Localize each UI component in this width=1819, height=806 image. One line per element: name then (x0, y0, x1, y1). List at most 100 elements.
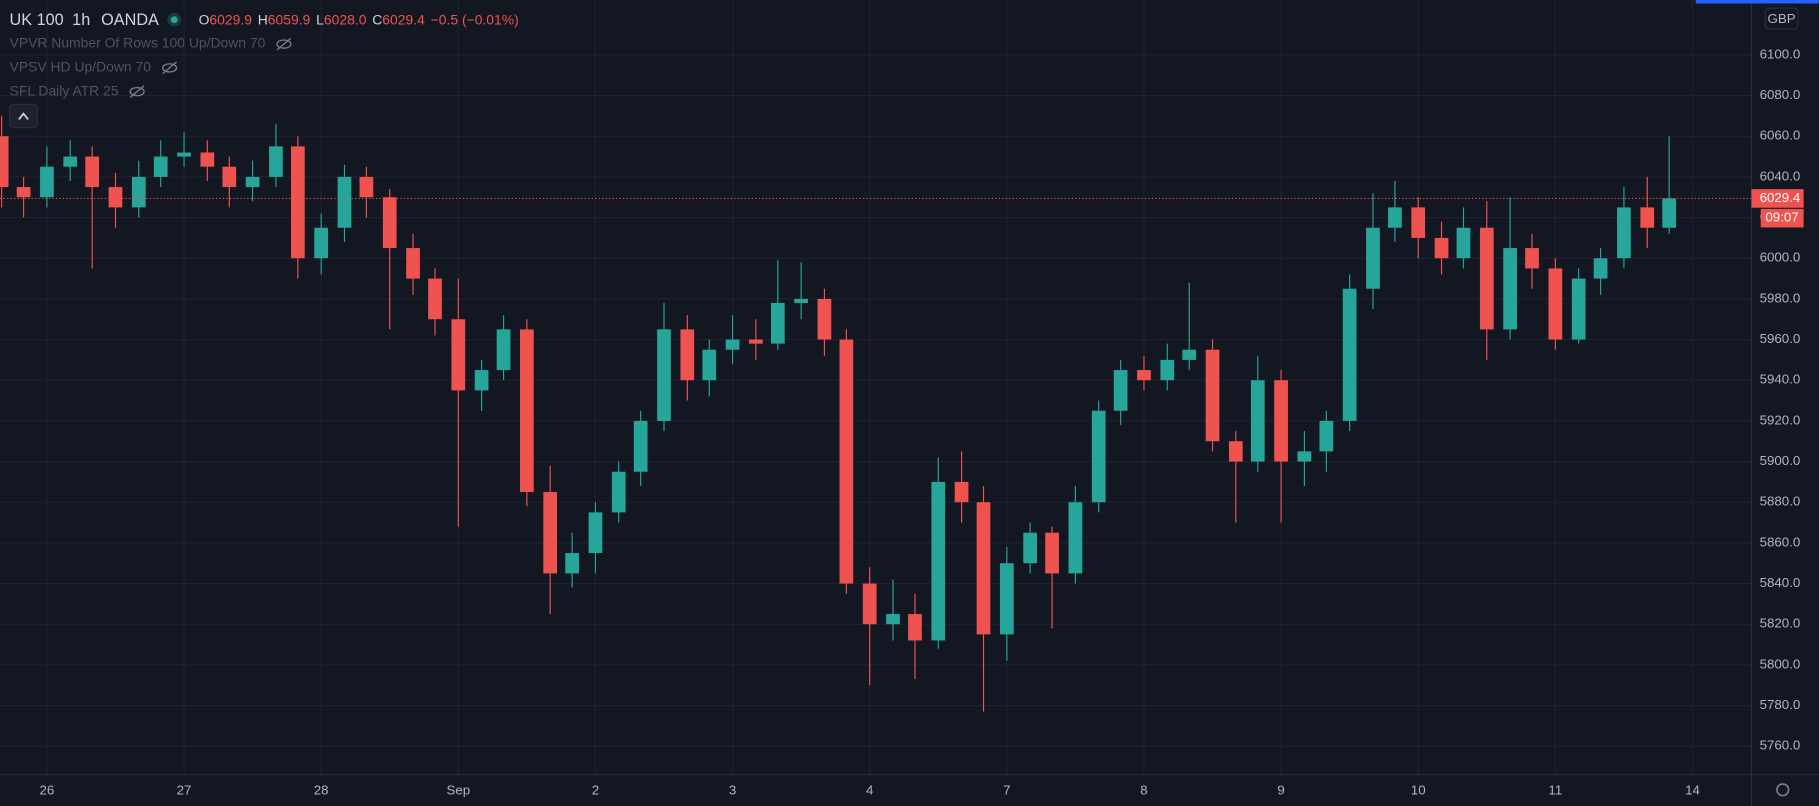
x-tick-label: 4 (866, 782, 874, 797)
candle-body (1137, 370, 1151, 381)
candle-body (496, 329, 511, 371)
candle-body (40, 166, 54, 198)
candle-body (657, 329, 671, 421)
ohlc-prefix: O (199, 12, 210, 28)
candle-body (680, 329, 695, 381)
candle-body (543, 492, 558, 574)
settings-icon[interactable] (1776, 783, 1790, 797)
y-tick-label: 5800.0 (1760, 656, 1801, 671)
x-tick-label: 26 (39, 782, 54, 797)
ohlc-prefix: H (258, 12, 268, 28)
candle-body (886, 614, 900, 625)
exchange: OANDA (101, 11, 159, 29)
ohlc-value: 6029.4 (382, 12, 425, 28)
candle-body (976, 502, 991, 635)
ohlc-change: −0.5 (−0.01%) (431, 12, 519, 28)
currency: GBP (1768, 11, 1796, 26)
x-tick-label: 10 (1411, 782, 1426, 797)
candle-body (1319, 420, 1334, 452)
candle-body (794, 298, 808, 303)
top-indicator-bar (1695, 0, 1819, 4)
x-tick-label: 7 (1003, 782, 1010, 797)
ohlc-value: 6028.0 (324, 12, 367, 28)
ohlc-value: 6059.9 (268, 12, 311, 28)
ohlc-prefix: C (372, 12, 382, 28)
candle-body (222, 166, 237, 188)
x-tick-label: 9 (1277, 782, 1284, 797)
y-tick-label: 5760.0 (1760, 738, 1801, 753)
x-tick-label: 2 (592, 782, 599, 797)
candle-body (749, 339, 763, 344)
candle-body (1548, 268, 1563, 340)
candle-body (565, 553, 579, 574)
candle-body (1434, 237, 1449, 259)
candle-body (1456, 227, 1471, 259)
candle-body (725, 339, 740, 350)
candle-body (108, 187, 123, 208)
ohlc-legend: O 6029.9 H 6059.9 L 6028.0 C 6029.4 −0.5 (−0.01%… (199, 12, 519, 28)
candle-body (839, 339, 854, 584)
candle-body (702, 349, 717, 381)
visibility-slash (276, 37, 292, 51)
collapse-icon (18, 112, 29, 120)
candle-body (359, 176, 374, 198)
candle-body (428, 278, 442, 320)
candle-body (291, 146, 305, 259)
candle-body (63, 156, 78, 167)
candle-body (1160, 359, 1175, 381)
candle-body (1571, 278, 1586, 340)
y-tick-label: 6040.0 (1760, 168, 1801, 183)
candles (0, 115, 1752, 712)
candle-body (1045, 532, 1059, 574)
candle-body (1662, 198, 1677, 228)
x-tick-label: 28 (314, 782, 329, 797)
candle-body (200, 152, 215, 167)
y-tick-label: 6100.0 (1760, 46, 1801, 61)
candle-body (1113, 370, 1128, 411)
candle-body (1411, 207, 1426, 238)
axes: 5760.0 5780.0 5800.0 5820.0 5840.0 5860.0 5880… (39, 46, 1804, 797)
y-tick-label: 6060.0 (1760, 128, 1801, 143)
collapse-button[interactable] (8, 103, 38, 129)
candle-body (177, 152, 191, 157)
y-tick-label: 5780.0 (1760, 697, 1801, 712)
candle-body (1274, 380, 1288, 462)
grid (0, 0, 1752, 775)
indicator-label: VPVR Number Of Rows 100 Up/Down 70 (10, 35, 266, 51)
candle-body (999, 563, 1014, 635)
y-tick-label: 5980.0 (1760, 290, 1801, 305)
visibility-slash (129, 85, 145, 98)
candle-body (1593, 258, 1608, 279)
candle-body (588, 512, 603, 554)
visibility-icon (276, 39, 292, 49)
candle-body (1640, 207, 1655, 228)
candle-body (520, 329, 534, 493)
candle-body (1023, 532, 1037, 564)
countdown-box (1760, 208, 1804, 228)
status-dot (170, 16, 178, 24)
y-tick-label: 5940.0 (1760, 372, 1801, 387)
candle-body (862, 583, 877, 625)
candle-body (314, 227, 329, 259)
candle-body (1091, 410, 1106, 503)
y-tick-label: 5880.0 (1760, 494, 1801, 509)
x-tick-label: 11 (1548, 782, 1562, 797)
x-tick-label: 3 (729, 782, 736, 797)
candle-body (382, 197, 397, 249)
ohlc-prefix: L (316, 12, 324, 28)
currency-box[interactable] (1764, 7, 1799, 30)
candle-body (451, 319, 466, 391)
candle-body (954, 481, 969, 503)
candle-body (131, 176, 146, 208)
candle-body (817, 298, 832, 340)
candle-body (1228, 441, 1243, 462)
y-tick-label: 5840.0 (1760, 575, 1801, 590)
candle-body (1503, 248, 1517, 330)
symbol[interactable]: UK 100 (10, 11, 64, 29)
candle-body (1182, 349, 1197, 360)
candle-body (633, 420, 648, 472)
y-tick-label: 6080.0 (1760, 87, 1801, 102)
visibility-slash (162, 61, 177, 75)
interval[interactable]: 1h (72, 11, 90, 29)
